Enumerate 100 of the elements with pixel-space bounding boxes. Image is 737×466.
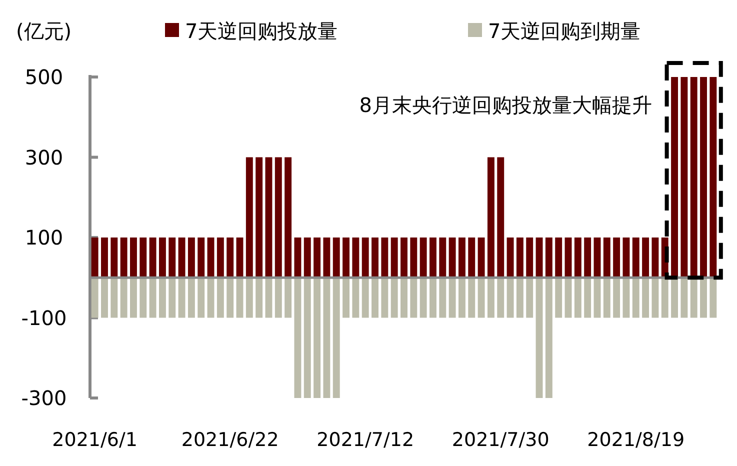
y-axis-title: (亿元) (16, 19, 72, 43)
bar (632, 278, 640, 318)
bar (700, 77, 707, 278)
bar (526, 238, 534, 278)
legend-label: 7天逆回购投放量 (185, 19, 338, 43)
annotation: 8月末央行逆回购投放量大幅提升 (359, 93, 652, 117)
bar (632, 238, 640, 278)
bar (458, 238, 466, 278)
bar (536, 278, 543, 398)
bar (555, 238, 562, 278)
bar (216, 238, 224, 278)
bar (410, 278, 418, 318)
y-tick-label: 300 (24, 145, 64, 170)
bar (149, 238, 156, 278)
bar (680, 77, 688, 278)
bar (410, 238, 418, 278)
bar (487, 278, 494, 318)
bar (710, 77, 717, 278)
bar (700, 278, 707, 318)
bar (246, 278, 253, 318)
x-tick-label: 2021/8/19 (587, 429, 685, 451)
bar (430, 238, 436, 278)
bar (661, 278, 668, 318)
bar (478, 238, 485, 278)
bar (690, 278, 698, 318)
bar (168, 238, 176, 278)
bar (236, 238, 244, 278)
bar (448, 278, 456, 318)
bar (101, 278, 108, 318)
bar (381, 238, 388, 278)
bar (130, 278, 137, 318)
bar (158, 278, 166, 318)
bar (671, 77, 678, 278)
bar (545, 238, 552, 278)
bar (323, 278, 330, 398)
bar (198, 238, 205, 278)
bar (381, 278, 388, 318)
bar (226, 238, 234, 278)
bar (362, 238, 369, 278)
bar (110, 278, 118, 318)
bar (506, 278, 514, 318)
bar (468, 278, 476, 318)
bar (274, 278, 282, 318)
bar (710, 278, 717, 318)
y-tick-label: -300 (21, 386, 67, 410)
bar (130, 238, 137, 278)
bar (178, 238, 186, 278)
bar (574, 238, 582, 278)
bar (236, 278, 244, 318)
bar (487, 157, 494, 278)
bar (372, 278, 378, 318)
bar (140, 278, 147, 318)
bar (497, 278, 504, 318)
bar (478, 278, 485, 318)
bar (458, 278, 466, 318)
bar (168, 278, 176, 318)
bar (603, 238, 610, 278)
bar (594, 278, 601, 318)
bar (91, 278, 98, 318)
bar (439, 278, 446, 318)
bar (294, 238, 302, 278)
bar (564, 278, 572, 318)
bar (574, 278, 582, 318)
bar (323, 238, 330, 278)
bar (536, 238, 543, 278)
legend-label: 7天逆回购到期量 (488, 19, 641, 43)
bar (372, 238, 378, 278)
bar (265, 157, 272, 278)
y-tick-label: 500 (24, 65, 64, 89)
x-tick-label: 2021/6/22 (181, 429, 279, 451)
bar (613, 278, 620, 318)
bar (158, 238, 166, 278)
bar (314, 238, 321, 278)
bar (110, 238, 118, 278)
bar (400, 238, 408, 278)
bar (680, 278, 688, 318)
bar (256, 278, 263, 318)
bar (420, 278, 427, 318)
bar (390, 238, 398, 278)
bar (506, 238, 514, 278)
bar (120, 238, 128, 278)
bar (420, 238, 427, 278)
bar (314, 278, 321, 398)
y-tick-label: 100 (24, 226, 64, 250)
bar (342, 238, 350, 278)
bar (256, 157, 263, 278)
bar (149, 278, 156, 318)
bar (652, 238, 659, 278)
x-tick-label: 2021/7/12 (316, 429, 414, 451)
bar (622, 238, 630, 278)
bar (91, 238, 98, 278)
bar (545, 278, 552, 398)
bar (613, 238, 620, 278)
bar (362, 278, 369, 318)
bar (178, 278, 186, 318)
bar (188, 278, 195, 318)
bar (246, 157, 253, 278)
bar (671, 278, 678, 318)
bar (332, 238, 340, 278)
bar (516, 278, 524, 318)
